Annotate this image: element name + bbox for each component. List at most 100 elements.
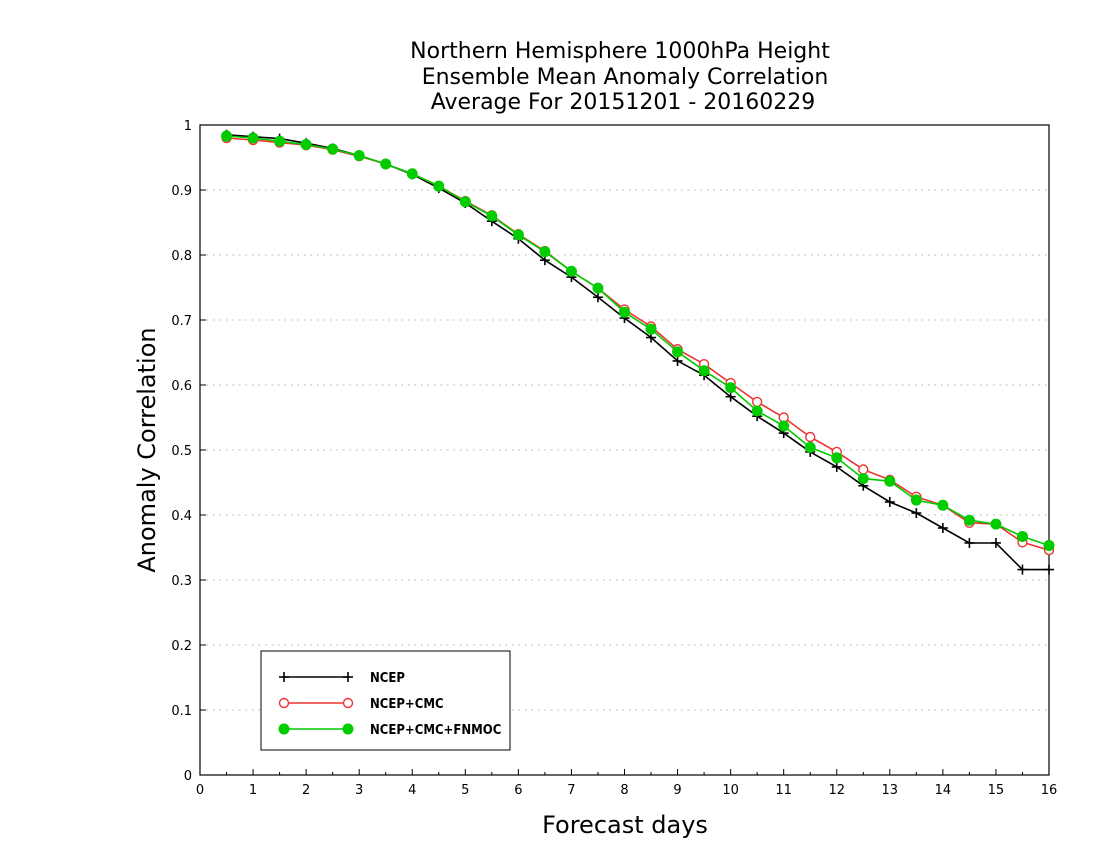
x-tick-label: 15 [988,783,1005,798]
x-tick-label: 9 [673,783,681,798]
filled-circle-marker [342,723,354,735]
x-axis-title: Forecast days [542,811,708,839]
open-circle-marker [805,431,816,443]
plus-marker [884,497,895,507]
filled-circle-marker [406,168,418,180]
y-tick-label: 0.3 [171,574,192,589]
y-tick-label: 0.7 [171,314,192,329]
filled-circle-marker [278,723,290,735]
open-circle-marker [751,396,763,408]
filled-circle-marker [221,130,233,142]
filled-circle-marker [353,150,365,162]
series-ncep [221,129,1054,575]
filled-circle-marker [433,180,445,192]
filled-circle-marker [857,473,869,485]
filled-circle-marker [539,246,551,258]
filled-circle-marker [937,499,949,511]
x-tick-label: 16 [1041,783,1058,798]
series-ncep-cmc [221,132,1055,556]
x-tick-label: 1 [249,783,257,798]
plus-marker [937,523,948,533]
series-line [226,135,1050,547]
y-tick-label: 0.9 [171,184,192,199]
y-tick-label: 0.4 [171,509,192,524]
title-line-2: Ensemble Mean Anomaly Correlation [422,65,829,90]
open-circle-marker [342,697,354,709]
chart-title: Northern Hemisphere 1000hPa Height Ensem… [410,39,830,115]
plus-marker [725,391,736,402]
legend: NCEP NCEP+CMC NCEP+CMC+FNMOC [260,650,511,751]
x-tick-label: 11 [775,783,792,798]
filled-circle-marker [698,365,710,377]
plus-marker [279,672,289,682]
series-line [226,137,1050,551]
x-tick-label: 6 [514,783,522,798]
legend-item: NCEP+CMC+FNMOC [278,723,501,738]
filled-circle-marker [963,514,975,526]
filled-circle-marker [1016,530,1028,542]
title-line-1: Northern Hemisphere 1000hPa Height [410,39,830,64]
plus-marker [911,508,922,519]
y-tick-label: 0.1 [171,704,192,719]
filled-circle-marker [380,158,392,170]
filled-circle-marker [1043,540,1055,552]
y-tick-label: 0.2 [171,639,192,654]
legend-item: NCEP [279,671,405,686]
x-tick-label: 0 [196,783,204,798]
filled-circle-marker [725,382,737,394]
x-tick-label: 2 [302,783,310,798]
plus-marker [990,537,1001,548]
filled-circle-marker [512,229,524,241]
x-tick-label: 8 [620,783,628,798]
plus-marker [1017,564,1028,575]
x-tick-label: 10 [722,783,739,798]
open-circle-marker [858,464,869,475]
filled-circle-marker [804,441,816,453]
series-ncep-cmc-fnmoc [221,130,1055,552]
x-tick-label: 3 [355,783,363,798]
filled-circle-marker [831,452,843,464]
y-tick-label: 1 [184,119,192,134]
legend-item: NCEP+CMC [278,697,444,712]
plus-marker [1044,564,1054,575]
plus-marker [964,537,975,548]
filled-circle-marker [327,143,339,155]
x-tick-label: 14 [935,783,952,798]
filled-circle-marker [300,139,312,150]
filled-circle-marker [990,518,1002,530]
filled-circle-marker [459,196,471,208]
plus-marker [831,461,842,472]
filled-circle-marker [778,420,790,432]
title-line-3: Average For 20151201 - 20160229 [431,90,816,115]
filled-circle-marker [592,282,604,294]
filled-circle-marker [565,265,577,277]
filled-circle-marker [486,210,498,222]
y-tick-label: 0.5 [171,444,192,459]
series-layer [221,129,1055,575]
filled-circle-marker [751,405,763,417]
filled-circle-marker [274,135,286,147]
x-tick-label: 12 [828,783,845,798]
filled-circle-marker [884,475,896,487]
x-tick-label: 4 [408,783,416,798]
series-line [226,134,1049,571]
legend-label: NCEP+CMC [370,697,444,712]
y-tick-label: 0.6 [171,379,192,394]
legend-label: NCEP [370,671,405,686]
filled-circle-marker [672,346,684,358]
y-axis-title: Anomaly Correlation [133,327,161,572]
legend-label: NCEP+CMC+FNMOC [370,723,501,738]
y-tick-label: 0 [184,769,192,784]
x-tick-label: 7 [567,783,575,798]
open-circle-marker [278,697,290,709]
filled-circle-marker [247,132,259,144]
grid [200,189,1049,711]
y-tick-label: 0.8 [171,249,192,264]
plus-marker [343,672,353,682]
plus-marker [592,292,603,303]
filled-circle-marker [910,494,922,506]
legend-box [260,650,511,751]
filled-circle-marker [645,323,657,335]
x-tick-label: 13 [882,783,899,798]
